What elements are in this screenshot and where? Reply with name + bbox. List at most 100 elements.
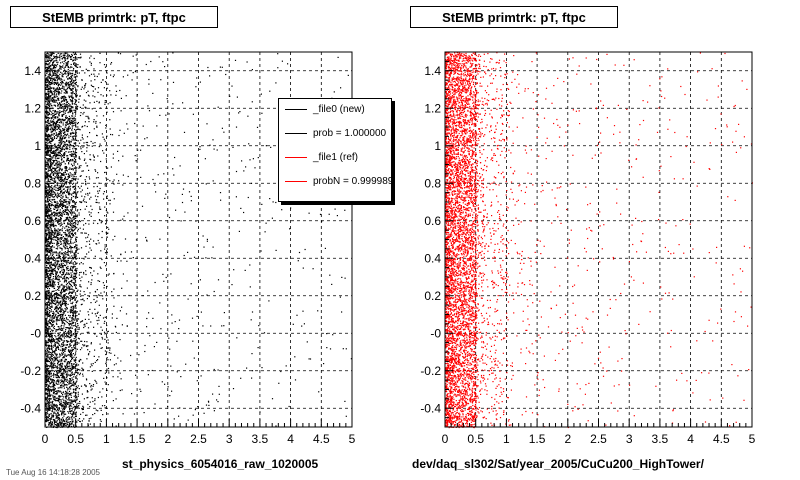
scatter-point — [69, 81, 71, 83]
scatter-point — [53, 313, 55, 315]
scatter-point — [48, 77, 50, 79]
scatter-point — [62, 100, 64, 102]
scatter-point — [54, 350, 56, 352]
scatter-point — [47, 387, 49, 389]
scatter-point — [46, 58, 48, 60]
scatter-point — [45, 83, 47, 86]
scatter-point — [58, 398, 60, 400]
scatter-point — [45, 237, 47, 239]
scatter-point — [69, 233, 71, 235]
scatter-point — [73, 390, 75, 392]
scatter-point — [68, 199, 70, 201]
scatter-point — [73, 219, 75, 221]
scatter-point — [46, 374, 48, 376]
scatter-point — [51, 213, 53, 215]
scatter-point — [52, 316, 54, 318]
scatter-point — [68, 363, 70, 365]
scatter-point — [70, 306, 72, 308]
scatter-point — [51, 237, 53, 239]
scatter-point — [51, 131, 53, 133]
scatter-point — [66, 76, 68, 78]
scatter-point — [70, 368, 72, 371]
scatter-point — [55, 157, 57, 159]
scatter-point — [53, 93, 55, 95]
scatter-point — [68, 243, 70, 245]
scatter-point — [69, 378, 71, 380]
scatter-point — [48, 169, 50, 171]
scatter-point — [65, 333, 67, 335]
scatter-point — [46, 84, 48, 86]
scatter-point — [48, 291, 50, 294]
scatter-point — [63, 396, 65, 398]
scatter-point — [58, 151, 60, 153]
scatter-point — [49, 197, 51, 199]
scatter-point — [73, 367, 75, 369]
scatter-point — [61, 392, 63, 394]
scatter-point — [65, 168, 67, 170]
scatter-point — [71, 325, 73, 327]
scatter-point — [58, 88, 61, 90]
scatter-point — [54, 308, 56, 310]
scatter-point — [59, 314, 61, 316]
scatter-point — [50, 242, 52, 244]
scatter-point — [57, 360, 59, 362]
scatter-point — [75, 329, 77, 331]
scatter-point — [47, 261, 49, 264]
scatter-point — [56, 74, 58, 76]
scatter-point — [71, 258, 73, 260]
scatter-point — [68, 283, 70, 285]
scatter-point — [70, 222, 72, 224]
scatter-point — [74, 343, 76, 345]
scatter-point — [67, 236, 69, 238]
scatter-point — [62, 118, 64, 120]
scatter-point — [73, 103, 75, 105]
scatter-point — [60, 187, 62, 189]
scatter-point — [45, 412, 47, 414]
scatter-point — [53, 339, 55, 341]
scatter-point — [57, 215, 60, 217]
scatter-point — [47, 158, 49, 160]
scatter-point — [49, 238, 51, 240]
scatter-point — [55, 91, 58, 93]
scatter-point — [50, 179, 52, 181]
scatter-point — [45, 84, 47, 86]
scatter-point — [58, 188, 61, 191]
scatter-point — [65, 91, 67, 93]
scatter-point — [67, 177, 69, 179]
scatter-point — [73, 192, 75, 194]
scatter-point — [52, 123, 54, 125]
scatter-point — [45, 420, 47, 422]
scatter-point — [48, 358, 50, 360]
scatter-point — [54, 91, 56, 93]
scatter-point — [60, 101, 62, 103]
scatter-point — [56, 397, 58, 399]
scatter-point — [48, 424, 50, 426]
scatter-point — [56, 408, 59, 411]
scatter-point — [59, 103, 61, 105]
scatter-point — [52, 354, 54, 356]
scatter-point — [61, 178, 63, 180]
scatter-point — [60, 335, 62, 337]
scatter-point — [57, 92, 60, 94]
scatter-point — [69, 343, 71, 345]
scatter-point — [57, 339, 59, 341]
scatter-point — [59, 215, 61, 217]
scatter-point — [60, 191, 62, 193]
scatter-point — [47, 93, 49, 95]
scatter-point — [52, 150, 54, 153]
scatter-point — [64, 365, 66, 367]
scatter-point — [57, 308, 59, 311]
scatter-point — [61, 316, 63, 318]
scatter-point — [64, 278, 66, 280]
scatter-point — [63, 89, 65, 91]
scatter-point — [48, 406, 50, 408]
scatter-point — [57, 222, 59, 224]
scatter-point — [72, 312, 74, 314]
scatter-point — [69, 123, 72, 125]
scatter-point — [53, 82, 55, 84]
scatter-point — [45, 385, 48, 387]
scatter-point — [46, 317, 48, 319]
scatter-point — [51, 94, 53, 96]
scatter-point — [49, 241, 51, 243]
scatter-point — [66, 201, 68, 203]
